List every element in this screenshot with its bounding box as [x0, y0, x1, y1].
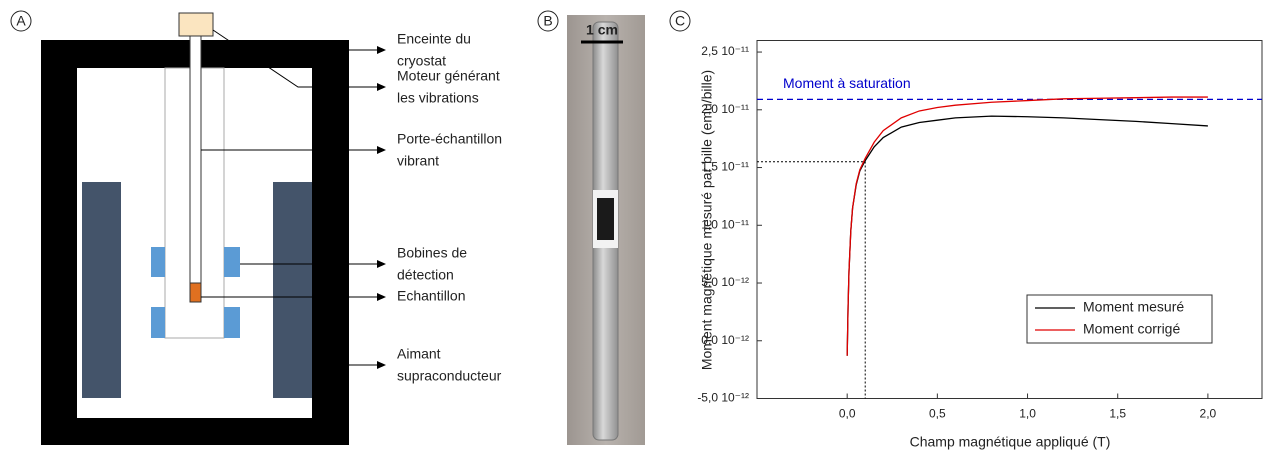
arrowheads — [377, 46, 386, 369]
diagram-label: Porte-échantillon — [397, 131, 502, 147]
x-tick-label: 0,5 — [929, 407, 946, 421]
diagram-label: Bobines de — [397, 245, 467, 261]
data-line — [846, 96, 1208, 356]
x-axis-label: Champ magnétique appliqué (T) — [910, 434, 1111, 450]
panel-badge — [537, 10, 559, 32]
coil — [151, 307, 165, 338]
magnet — [82, 182, 121, 398]
magnet — [273, 182, 312, 398]
x-tick-label: 1,0 — [1019, 407, 1036, 421]
coil — [224, 307, 240, 338]
coil — [224, 247, 240, 277]
y-tick-label: 0,0 10⁻¹² — [701, 333, 749, 347]
y-tick-label: 2,0 10⁻¹¹ — [701, 102, 749, 116]
sample-rod — [189, 35, 202, 303]
panel-badge — [669, 10, 691, 32]
leader-lines — [201, 29, 378, 366]
panel-letter: B — [543, 13, 552, 29]
motor — [178, 12, 214, 37]
y-axis-label: Moment magnétique mesuré par bille (emu/… — [699, 70, 715, 370]
diagram-label: cryostat — [397, 53, 446, 69]
x-tick-label: 2,0 — [1200, 407, 1217, 421]
plot-frame — [756, 40, 1263, 399]
diagram-label: vibrant — [397, 153, 439, 169]
diagram-label: Moteur générant — [397, 68, 500, 84]
panel-letter: A — [16, 13, 26, 29]
legend-label: Moment corrigé — [1083, 321, 1180, 337]
panel-badge — [10, 10, 32, 32]
diagram-label: supraconducteur — [397, 368, 502, 384]
scale-label: 1 cm — [586, 22, 618, 38]
panel-letter: C — [675, 13, 685, 29]
legend-label: Moment mesuré — [1083, 299, 1184, 315]
x-tick-label: 1,5 — [1109, 407, 1126, 421]
saturation-label: Moment à saturation — [783, 75, 911, 91]
diagram-label: Enceinte du — [397, 31, 471, 47]
coil — [151, 247, 165, 277]
sample-photo — [597, 198, 614, 240]
sample — [189, 282, 202, 303]
legend-box — [1026, 294, 1213, 344]
y-tick-label: 1,5 10⁻¹¹ — [701, 160, 749, 174]
x-tick-label: 0,0 — [839, 407, 856, 421]
y-tick-label: 1,0 10⁻¹¹ — [701, 217, 749, 231]
y-tick-label: -5,0 10⁻¹² — [697, 391, 749, 405]
diagram-label: Echantillon — [397, 288, 466, 304]
diagram-label: détection — [397, 267, 454, 283]
diagram-label: les vibrations — [397, 90, 479, 106]
y-tick-label: 2,5 10⁻¹¹ — [701, 44, 749, 58]
y-tick-label: 5,0 10⁻¹² — [701, 275, 749, 289]
diagram-label: Aimant — [397, 346, 441, 362]
